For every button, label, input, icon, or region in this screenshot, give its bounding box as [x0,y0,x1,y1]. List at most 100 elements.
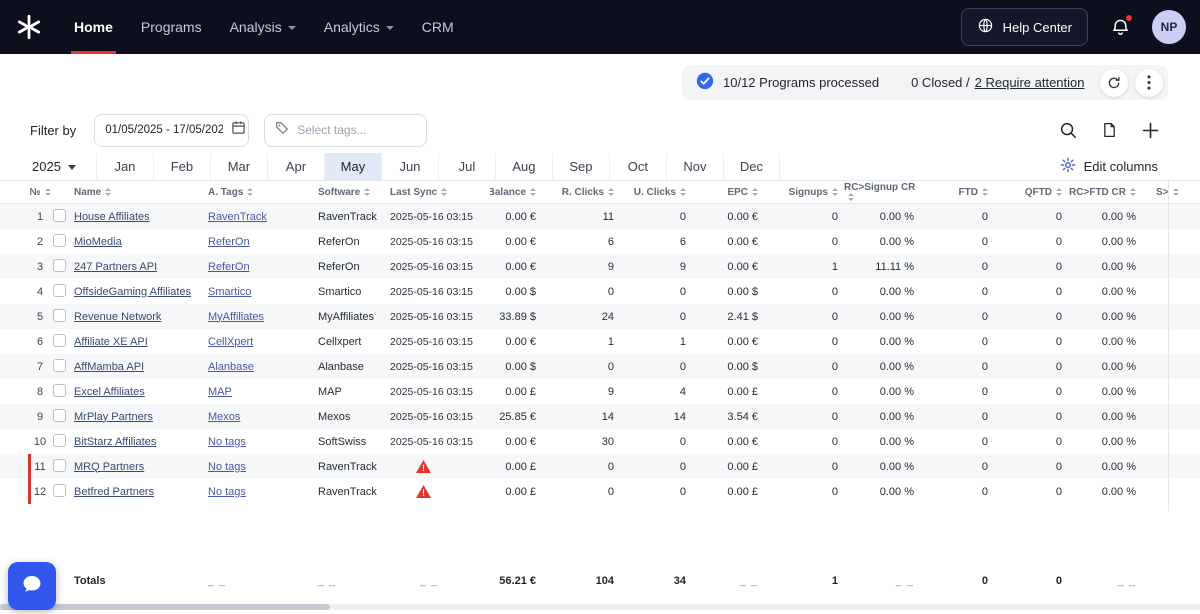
col-header-qftd[interactable]: QFTD [994,187,1068,198]
month-tab[interactable]: May [323,153,381,180]
require-attention-link[interactable]: 2 Require attention [974,75,1085,90]
more-options-button[interactable] [1135,68,1163,97]
row-checkbox[interactable] [53,483,66,497]
sync-warning-icon[interactable]: ! [416,460,431,473]
edit-columns-button[interactable]: Edit columns [1060,153,1158,180]
app-logo-icon[interactable] [12,0,46,54]
row-checkbox[interactable] [53,308,66,322]
program-name-link[interactable]: BitStarz Affiliates [74,435,157,448]
program-name-link[interactable]: MRQ Partners [74,460,145,473]
tag-link[interactable]: No tags [208,460,246,473]
col-header-r-clicks[interactable]: R. Clicks [542,187,620,198]
program-name-link[interactable]: MrPlay Partners [74,410,153,423]
month-tab[interactable]: Aug [494,153,552,180]
totals-r-clicks: 104 [595,575,614,587]
tag-link[interactable]: Smartico [208,285,252,298]
month-tab[interactable]: Jan [95,153,153,180]
row-checkbox[interactable] [53,283,66,297]
program-name-link[interactable]: MioMedia [74,235,122,248]
month-tab[interactable]: Sep [551,153,609,180]
row-checkbox[interactable] [53,383,66,397]
user-avatar[interactable]: NP [1152,10,1186,44]
horizontal-scrollbar[interactable] [0,604,1200,610]
scrollbar-thumb[interactable] [0,604,330,610]
nav-item-home[interactable]: Home [60,0,127,54]
nav-item-analysis[interactable]: Analysis [216,0,310,54]
report-file-icon[interactable] [1101,121,1118,139]
col-header-balance[interactable]: Balance [490,187,542,198]
chat-launcher-button[interactable] [8,562,56,610]
month-tab[interactable]: Oct [608,153,666,180]
date-range-input[interactable] [94,113,250,147]
tag-link[interactable]: Alanbase [208,360,254,373]
search-icon[interactable] [1059,121,1078,140]
month-tab[interactable]: Jun [380,153,438,180]
row-checkbox[interactable] [53,208,66,222]
col-header-ftd[interactable]: FTD [920,187,994,198]
totals-balance: 56.21 € [499,575,536,587]
refresh-button[interactable] [1100,68,1128,97]
program-name-link[interactable]: Excel Affiliates [74,385,145,398]
add-program-icon[interactable] [1141,121,1160,140]
help-center-button[interactable]: Help Center [960,8,1088,46]
row-checkbox[interactable] [53,233,66,247]
nav-item-programs[interactable]: Programs [127,0,216,54]
row-checkbox[interactable] [53,458,66,472]
sort-icon [1172,188,1179,196]
top-navbar: Home Programs Analysis Analytics CRM Hel… [0,0,1200,54]
program-name-link[interactable]: 247 Partners API [74,260,158,273]
month-tab[interactable]: Dec [722,153,780,180]
col-header-name[interactable]: Name [74,187,208,198]
tag-link[interactable]: No tags [208,435,246,448]
month-tab[interactable]: Apr [266,153,324,180]
row-checkbox[interactable] [53,358,66,372]
month-tab[interactable]: Nov [665,153,723,180]
month-tab[interactable]: Mar [209,153,267,180]
tags-filter-input[interactable] [264,113,428,147]
month-tab[interactable]: Feb [152,153,210,180]
tag-link[interactable]: Mexos [208,410,241,423]
col-header-s[interactable]: S> [1142,187,1200,198]
r-clicks-cell: 0 [607,285,614,298]
col-header-u-clicks[interactable]: U. Clicks [620,187,692,198]
tag-link[interactable]: No tags [208,485,246,498]
tags-search-input[interactable] [297,123,416,137]
program-name-link[interactable]: Revenue Network [74,310,162,323]
month-tab[interactable]: Jul [437,153,495,180]
row-checkbox[interactable] [53,408,66,422]
tag-link[interactable]: ReferOn [208,260,250,273]
tag-link[interactable]: MAP [208,385,232,398]
software-cell: ReferOn [318,235,360,248]
tag-link[interactable]: CellXpert [208,335,254,348]
col-header-epc[interactable]: EPC [692,187,764,198]
program-name-link[interactable]: House Affiliates [74,210,150,223]
qftd-cell: 0 [1055,285,1062,298]
notifications-bell-icon[interactable] [1108,13,1134,39]
tag-link[interactable]: MyAffiliates [208,310,265,323]
date-range-value[interactable] [105,124,224,136]
col-header-rc-ftd-cr[interactable]: RC>FTD CR [1068,187,1142,198]
col-header-software[interactable]: Software [318,187,390,198]
col-header-last-sync[interactable]: Last Sync [390,187,490,198]
col-header-tags[interactable]: A. Tags [208,187,318,198]
col-header-rc-signup-cr[interactable]: RC>Signup CR [844,181,920,203]
program-name-link[interactable]: AffMamba API [74,360,145,373]
tag-link[interactable]: ReferOn [208,235,250,248]
last-sync-value: 2025-05-16 03:15 [390,210,473,223]
tag-link[interactable]: RavenTrack [208,210,267,223]
program-name-link[interactable]: OffsideGaming Affiliates [74,285,191,298]
row-checkbox[interactable] [53,433,66,447]
year-selector[interactable]: 2025 [30,153,96,180]
nav-item-analytics[interactable]: Analytics [310,0,408,54]
rc-signup-cr-cell: 0.00 % [879,235,914,248]
u-clicks-cell: 0 [679,460,686,473]
col-header-no[interactable]: № [28,187,52,198]
program-name-link[interactable]: Affiliate XE API [74,335,148,348]
row-checkbox[interactable] [53,258,66,272]
program-name-link[interactable]: Betfred Partners [74,485,155,498]
col-header-signups[interactable]: Signups [764,187,844,198]
row-checkbox[interactable] [53,333,66,347]
nav-item-crm[interactable]: CRM [408,0,468,54]
calendar-icon[interactable] [231,120,246,140]
sync-warning-icon[interactable]: ! [416,485,431,498]
